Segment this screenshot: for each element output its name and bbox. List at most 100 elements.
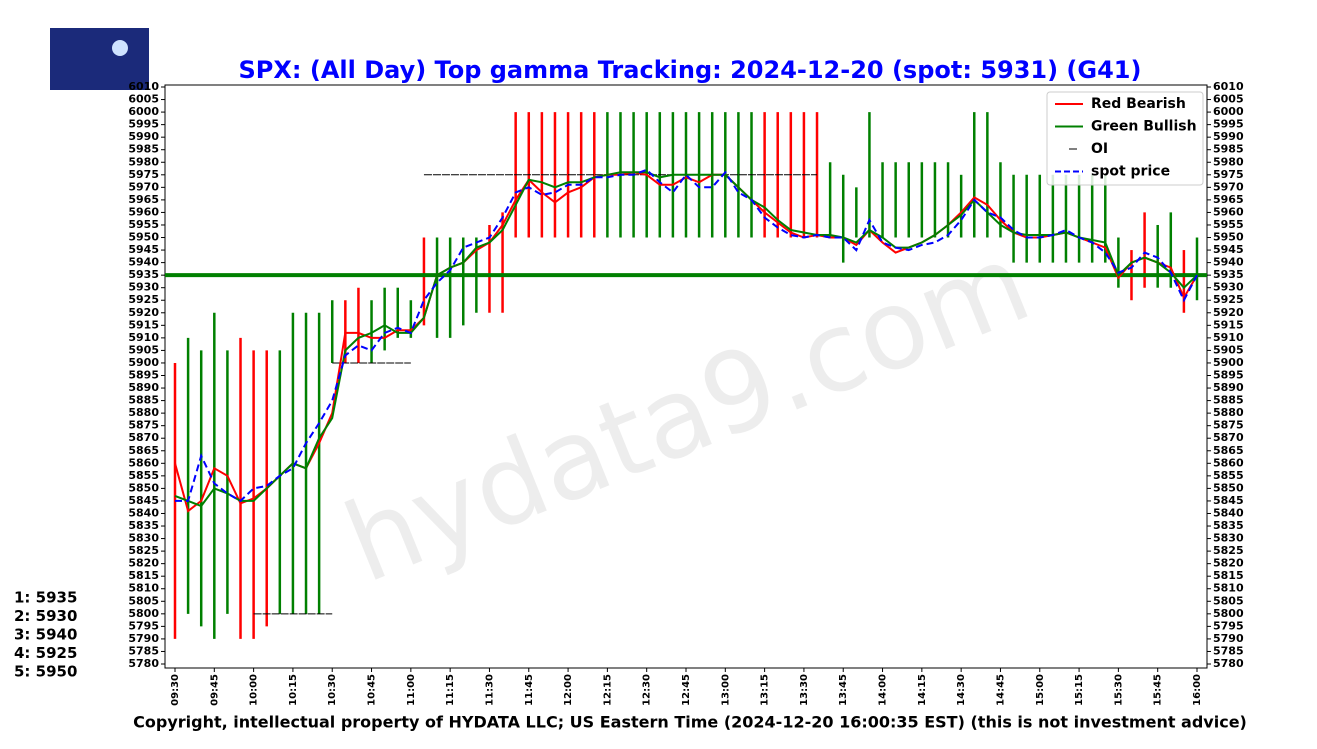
- y2-tick-label: 5960: [1213, 205, 1244, 218]
- top-level-label: 2: 5930: [14, 607, 77, 625]
- top-level-label: 3: 5940: [14, 626, 77, 644]
- x-tick-label: 15:00: [1035, 674, 1046, 706]
- legend-label: Red Bearish: [1091, 96, 1186, 112]
- y-tick-label: 5875: [128, 419, 159, 432]
- y2-tick-label: 5835: [1213, 519, 1244, 532]
- series-line: [175, 168, 1198, 503]
- y-tick-label: 5820: [128, 557, 159, 570]
- y-tick-label: 5780: [128, 657, 159, 670]
- y-tick-label: 5950: [128, 231, 159, 244]
- y2-tick-label: 5915: [1213, 318, 1244, 331]
- x-tick-label: 14:30: [956, 674, 967, 706]
- y2-tick-label: 5995: [1213, 118, 1244, 131]
- y2-tick-label: 5975: [1213, 168, 1244, 181]
- x-tick-label: 10:00: [249, 674, 260, 706]
- y2-tick-label: 5990: [1213, 130, 1244, 143]
- logo: [50, 28, 149, 90]
- x-tick-label: 09:30: [170, 674, 181, 706]
- y2-tick-label: 5940: [1213, 256, 1244, 269]
- y2-tick-label: 5970: [1213, 180, 1244, 193]
- top-level-label: 5: 5950: [14, 663, 77, 681]
- y-tick-label: 5870: [128, 431, 159, 444]
- y2-tick-label: 5980: [1213, 155, 1244, 168]
- y2-tick-label: 5900: [1213, 356, 1244, 369]
- y2-tick-label: 5790: [1213, 632, 1244, 645]
- y-tick-label: 5895: [128, 369, 159, 382]
- x-tick-label: 11:15: [445, 674, 456, 706]
- y-tick-label: 5785: [128, 644, 159, 657]
- y-tick-label: 5815: [128, 569, 159, 582]
- y2-tick-label: 5840: [1213, 506, 1244, 519]
- y2-tick-label: 5890: [1213, 381, 1244, 394]
- x-tick-label: 11:45: [524, 674, 535, 706]
- y2-tick-label: 5910: [1213, 331, 1244, 344]
- y2-tick-label: 6010: [1213, 80, 1244, 93]
- x-tick-label: 11:30: [484, 674, 495, 706]
- y-tick-label: 5940: [128, 256, 159, 269]
- x-tick-label: 15:15: [1074, 674, 1085, 706]
- y-tick-label: 5915: [128, 318, 159, 331]
- x-tick-label: 12:45: [681, 674, 692, 706]
- series-line: [174, 171, 1198, 508]
- y-tick-label: 5930: [128, 281, 159, 294]
- y-tick-label: 5975: [128, 168, 159, 181]
- y-tick-label: 5970: [128, 180, 159, 193]
- y2-tick-label: 5955: [1213, 218, 1244, 231]
- y-tick-label: 5920: [128, 306, 159, 319]
- x-tick-label: 14:45: [995, 674, 1006, 706]
- y2-tick-label: 5985: [1213, 143, 1244, 156]
- y-tick-label: 5955: [128, 218, 159, 231]
- y-tick-label: 5860: [128, 456, 159, 469]
- y2-tick-label: 5945: [1213, 243, 1244, 256]
- y2-tick-label: 5935: [1213, 268, 1244, 281]
- y-tick-label: 5825: [128, 544, 159, 557]
- y-tick-label: 5790: [128, 632, 159, 645]
- x-tick-label: 15:45: [1153, 674, 1164, 706]
- y-tick-label: 5800: [128, 607, 159, 620]
- y2-tick-label: 5855: [1213, 469, 1244, 482]
- x-tick-label: 10:30: [327, 674, 338, 706]
- x-tick-label: 15:30: [1113, 674, 1124, 706]
- y2-tick-label: 5850: [1213, 481, 1244, 494]
- x-tick-label: 14:00: [878, 674, 889, 706]
- y-tick-label: 5965: [128, 193, 159, 206]
- y-tick-label: 5980: [128, 155, 159, 168]
- y2-tick-label: 5885: [1213, 394, 1244, 407]
- y-tick-label: 5910: [128, 331, 159, 344]
- y2-tick-label: 6000: [1213, 105, 1244, 118]
- y-tick-label: 5850: [128, 481, 159, 494]
- x-tick-label: 10:15: [288, 674, 299, 706]
- x-tick-label: 12:15: [602, 674, 613, 706]
- x-tick-label: 13:45: [838, 674, 849, 706]
- y-tick-label: 5905: [128, 343, 159, 356]
- y-tick-label: 6000: [128, 105, 159, 118]
- y2-tick-label: 5810: [1213, 582, 1244, 595]
- x-tick-label: 13:00: [720, 674, 731, 706]
- y-tick-label: 5935: [128, 268, 159, 281]
- y-tick-label: 5835: [128, 519, 159, 532]
- y2-tick-label: 5870: [1213, 431, 1244, 444]
- y-tick-label: 5990: [128, 130, 159, 143]
- y-tick-label: 5830: [128, 532, 159, 545]
- y-tick-label: 5795: [128, 619, 159, 632]
- x-tick-label: 12:30: [642, 674, 653, 706]
- y2-tick-label: 5860: [1213, 456, 1244, 469]
- y2-tick-label: 5875: [1213, 419, 1244, 432]
- x-tick-label: 14:15: [917, 674, 928, 706]
- y2-tick-label: 5830: [1213, 532, 1244, 545]
- y-tick-label: 5880: [128, 406, 159, 419]
- y-tick-label: 5945: [128, 243, 159, 256]
- y-tick-label: 5985: [128, 143, 159, 156]
- y2-tick-label: 5905: [1213, 343, 1244, 356]
- legend-label: spot price: [1091, 164, 1170, 180]
- y-tick-label: 6010: [128, 80, 159, 93]
- y2-tick-label: 5845: [1213, 494, 1244, 507]
- y2-tick-label: 5805: [1213, 594, 1244, 607]
- y2-tick-label: 5865: [1213, 444, 1244, 457]
- y2-tick-label: 5880: [1213, 406, 1244, 419]
- x-tick-label: 13:15: [760, 674, 771, 706]
- y-tick-label: 5900: [128, 356, 159, 369]
- y-tick-label: 5855: [128, 469, 159, 482]
- y-tick-label: 5810: [128, 582, 159, 595]
